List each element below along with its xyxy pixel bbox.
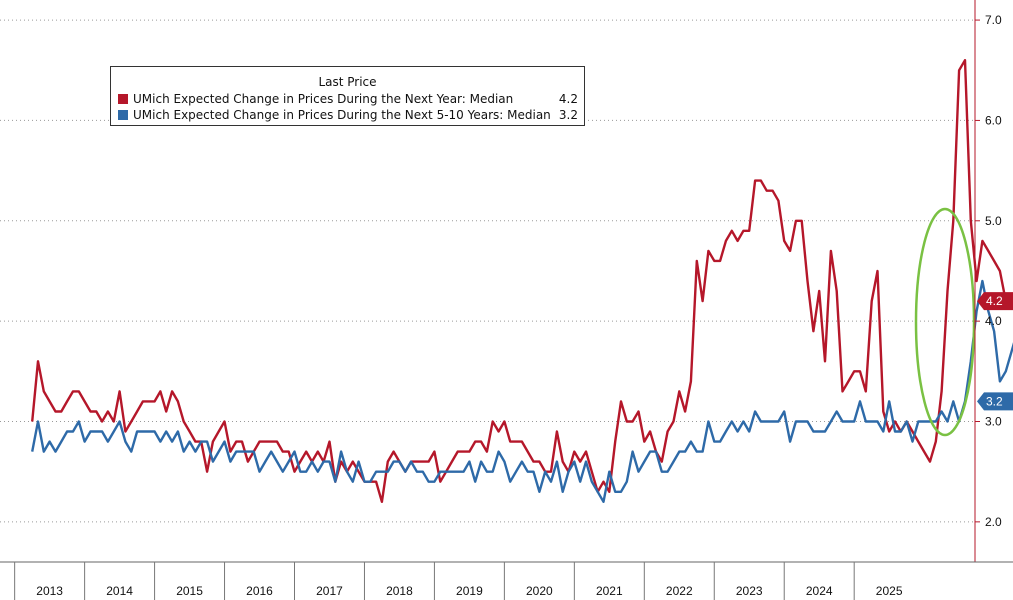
line-5-10-years: [31, 279, 1013, 503]
highlight-ellipse: [914, 207, 976, 437]
legend-value-5-10-years: 3.2: [558, 108, 578, 122]
x-tick-label: 2017: [316, 584, 343, 598]
legend-item-next-year: UMich Expected Change in Prices During t…: [111, 91, 584, 107]
last-value-badge-0: [977, 292, 1013, 311]
legend-swatch-next-year: [118, 94, 128, 104]
y-tick-label: 2.0: [985, 515, 1002, 529]
x-tick-label: 2016: [246, 584, 273, 598]
legend-swatch-5-10-years: [118, 110, 128, 120]
legend-label-next-year: UMich Expected Change in Prices During t…: [133, 92, 514, 106]
x-tick-label: 2025: [876, 584, 903, 598]
x-tick-label: 2021: [596, 584, 623, 598]
y-tick-label: 3.0: [985, 415, 1002, 429]
legend: Last Price UMich Expected Change in Pric…: [110, 66, 585, 126]
last-value-badges: 4.2 3.2: [977, 292, 1013, 411]
x-tick-label: 2019: [456, 584, 483, 598]
x-tick-label: 2024: [806, 584, 833, 598]
x-tick-label: 2022: [666, 584, 693, 598]
legend-item-5-10-years: UMich Expected Change in Prices During t…: [111, 107, 584, 123]
x-tick-label: 2015: [176, 584, 203, 598]
plot-area: [31, 59, 1013, 503]
y-tick-label: 6.0: [985, 113, 1002, 127]
x-tick-label: 2014: [106, 584, 133, 598]
x-axis: 2013 2014 2015 2016 2017 2018 2019 2020 2021 2022…: [0, 561, 1013, 600]
last-value-badge-text-1: 3.2: [986, 394, 1003, 408]
last-value-badge-1: [977, 392, 1013, 411]
x-tick-label: 2013: [36, 584, 63, 598]
line-next-year: [31, 59, 1007, 503]
y-tick-label: 4.0: [985, 314, 1002, 328]
x-tick-label: 2020: [526, 584, 553, 598]
x-tick-label: 2018: [386, 584, 413, 598]
last-value-badge-text-0: 4.2: [986, 294, 1003, 308]
y-tick-label: 7.0: [985, 13, 1002, 27]
legend-value-next-year: 4.2: [558, 92, 578, 106]
y-tick-label: 5.0: [985, 214, 1002, 228]
legend-label-5-10-years: UMich Expected Change in Prices During t…: [133, 108, 551, 122]
y-axis: 2.0 3.0 4.0 5.0 6.0 7.0: [974, 0, 1002, 562]
legend-title: Last Price: [318, 75, 377, 89]
x-tick-label: 2023: [736, 584, 763, 598]
